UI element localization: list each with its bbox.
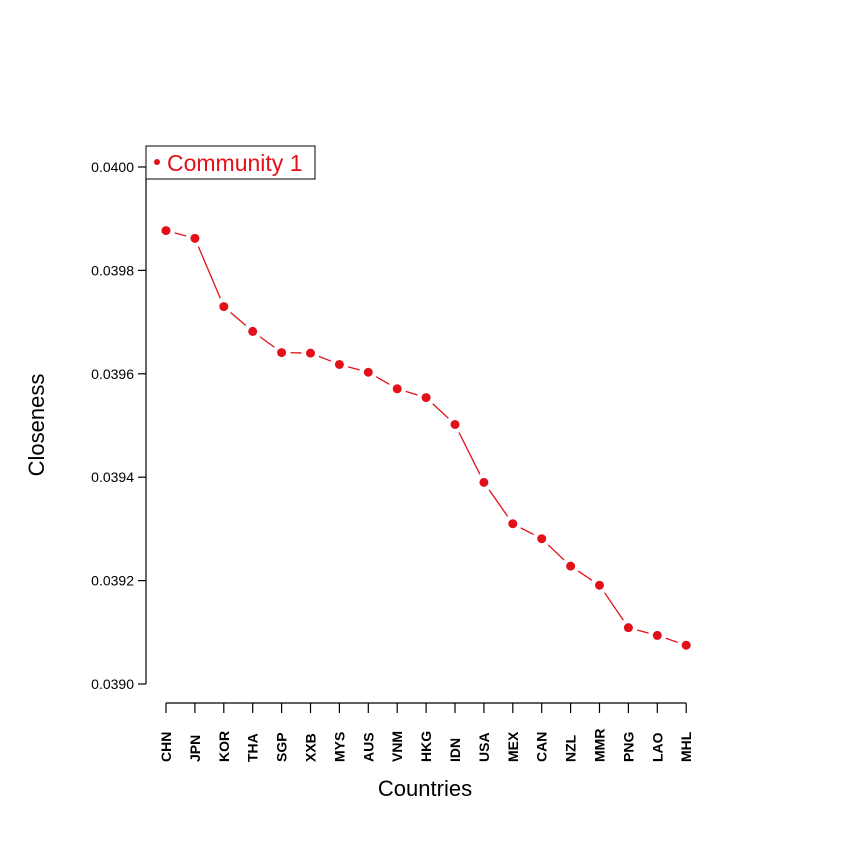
y-tick-label: 0.0398: [91, 262, 134, 278]
series-line-segment: [432, 403, 449, 419]
data-point: [652, 630, 662, 640]
series-line-segment: [488, 489, 509, 517]
series-line-segment: [636, 629, 649, 634]
legend-label-community-1: Community 1: [167, 150, 302, 176]
data-point: [334, 359, 344, 369]
data-point: [392, 384, 402, 394]
x-tick-label: THA: [245, 733, 261, 762]
x-tick-label: LAO: [649, 732, 665, 762]
data-point: [681, 640, 691, 650]
series-line-segment: [347, 366, 360, 371]
series-line-segment: [375, 376, 390, 385]
data-point: [450, 419, 460, 429]
y-tick-label: 0.0390: [91, 676, 134, 692]
data-point: [363, 367, 373, 377]
y-tick-label: 0.0396: [91, 366, 134, 382]
x-tick-label: HKG: [418, 731, 434, 762]
y-tick-label: 0.0392: [91, 573, 134, 589]
series-line-segment: [665, 637, 678, 643]
data-point: [161, 226, 171, 236]
data-point: [190, 233, 200, 243]
legend-marker: [154, 159, 160, 165]
data-point: [537, 534, 547, 544]
series-line-segment: [604, 592, 624, 621]
data-point: [421, 393, 431, 403]
x-tick-label: KOR: [216, 731, 232, 762]
series-line-segment: [405, 390, 418, 396]
series-line-segment: [577, 570, 593, 581]
x-axis-title: Countries: [378, 776, 472, 801]
series-line-segment: [318, 355, 332, 362]
series-line-segment: [230, 311, 247, 327]
data-point: [566, 561, 576, 571]
legend-box: [145, 145, 316, 180]
x-tick-label: MMR: [592, 729, 608, 762]
data-point: [248, 326, 258, 336]
data-point: [479, 477, 489, 487]
y-tick-label: 0.0400: [91, 159, 134, 175]
series-line-segment: [197, 246, 221, 299]
data-point: [508, 519, 518, 529]
series-line-segment: [547, 544, 565, 561]
series-line-segment: [520, 527, 535, 536]
series-line-segment: [259, 336, 275, 348]
y-axis-title: Closeness: [24, 374, 49, 477]
x-tick-label: MEX: [505, 731, 521, 762]
legend: Community 1: [145, 145, 316, 180]
x-axis: CHN JPN KOR THA SGP XXB MYS AUS VNM HKG IDN USA MEX C…: [158, 702, 694, 762]
x-tick-label: MHL: [678, 731, 694, 762]
x-tick-label: SGP: [274, 732, 290, 762]
x-tick-label: VNM: [389, 731, 405, 762]
x-tick-label: CAN: [534, 732, 550, 762]
data-point: [219, 302, 229, 312]
data-point: [306, 348, 315, 358]
x-tick-label: CHN: [158, 732, 174, 762]
data-point: [595, 580, 604, 590]
series-line-segment: [174, 232, 187, 237]
y-axis: 0.0390 0.0392 0.0394 0.0396 0.0398 0.0400: [91, 159, 147, 692]
x-tick-label: PNG: [620, 732, 636, 762]
x-tick-label: AUS: [360, 732, 376, 762]
x-tick-label: XXB: [303, 733, 319, 762]
series-line-segment: [458, 432, 481, 475]
data-point: [277, 348, 287, 358]
x-tick-label: IDN: [447, 738, 463, 762]
data-point: [623, 623, 633, 633]
series-layer: [161, 226, 691, 650]
x-tick-label: JPN: [187, 735, 203, 762]
x-tick-label: MYS: [331, 732, 347, 762]
x-tick-label: USA: [476, 732, 492, 762]
x-tick-label: NZL: [563, 734, 579, 762]
y-tick-label: 0.0394: [91, 469, 134, 485]
